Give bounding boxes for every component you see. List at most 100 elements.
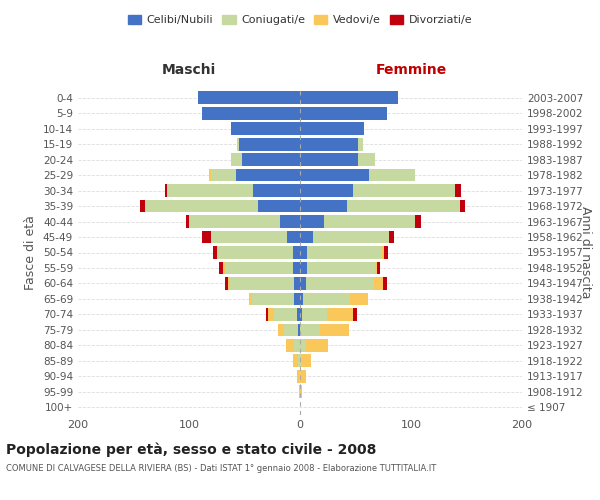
Bar <box>218 246 293 259</box>
Bar <box>300 92 398 104</box>
Bar <box>300 292 304 306</box>
Bar <box>268 308 274 321</box>
Bar <box>167 184 253 197</box>
Bar <box>164 184 167 197</box>
Bar <box>305 339 328 351</box>
Bar <box>313 230 389 243</box>
Bar <box>382 246 385 259</box>
Bar <box>353 184 455 197</box>
Y-axis label: Anni di nascita: Anni di nascita <box>579 206 592 298</box>
Bar <box>376 262 377 274</box>
Bar <box>358 154 376 166</box>
Bar <box>211 169 236 181</box>
Bar <box>307 262 376 274</box>
Bar <box>300 308 302 321</box>
Bar <box>353 308 356 321</box>
Bar <box>304 292 350 306</box>
Bar <box>296 308 300 321</box>
Bar <box>242 154 300 166</box>
Text: Popolazione per età, sesso e stato civile - 2008: Popolazione per età, sesso e stato civil… <box>6 442 376 457</box>
Bar <box>249 292 252 306</box>
Bar <box>374 277 383 290</box>
Bar <box>202 230 211 243</box>
Bar <box>298 354 300 367</box>
Bar <box>389 230 394 243</box>
Bar <box>299 370 300 382</box>
Bar <box>266 308 268 321</box>
Bar <box>253 184 300 197</box>
Bar <box>239 138 300 150</box>
Bar <box>280 215 300 228</box>
Bar <box>302 354 311 367</box>
Text: COMUNE DI CALVAGESE DELLA RIVIERA (BS) - Dati ISTAT 1° gennaio 2008 - Elaborazio: COMUNE DI CALVAGESE DELLA RIVIERA (BS) -… <box>6 464 436 473</box>
Bar <box>185 215 189 228</box>
Bar <box>293 354 298 367</box>
Bar <box>287 230 300 243</box>
Bar <box>300 122 364 135</box>
Bar <box>284 324 298 336</box>
Bar <box>228 277 230 290</box>
Bar <box>300 262 307 274</box>
Bar <box>298 324 300 336</box>
Bar <box>230 277 295 290</box>
Bar <box>300 107 386 120</box>
Bar <box>198 92 300 104</box>
Bar <box>217 246 218 259</box>
Text: Maschi: Maschi <box>162 64 216 78</box>
Bar <box>383 277 386 290</box>
Bar <box>385 246 388 259</box>
Bar <box>214 246 217 259</box>
Bar <box>350 292 368 306</box>
Bar <box>231 154 242 166</box>
Bar <box>295 339 300 351</box>
Bar <box>258 200 300 212</box>
Bar <box>202 107 300 120</box>
Bar <box>236 169 300 181</box>
Legend: Celibi/Nubili, Coniugati/e, Vedovi/e, Divorziati/e: Celibi/Nubili, Coniugati/e, Vedovi/e, Di… <box>124 10 476 30</box>
Bar <box>300 246 307 259</box>
Bar <box>325 215 415 228</box>
Y-axis label: Fasce di età: Fasce di età <box>25 215 37 290</box>
Bar <box>223 262 224 274</box>
Bar <box>211 230 287 243</box>
Text: Femmine: Femmine <box>376 64 446 78</box>
Bar <box>460 200 466 212</box>
Bar <box>300 324 320 336</box>
Bar <box>299 386 300 398</box>
Bar <box>300 184 353 197</box>
Bar <box>300 339 305 351</box>
Bar <box>296 370 299 382</box>
Bar <box>300 154 358 166</box>
Bar <box>300 277 305 290</box>
Bar <box>145 200 258 212</box>
Bar <box>295 292 300 306</box>
Bar <box>278 324 284 336</box>
Bar <box>209 169 211 181</box>
Bar <box>219 262 223 274</box>
Bar <box>293 262 300 274</box>
Bar <box>286 339 295 351</box>
Bar <box>224 262 293 274</box>
Bar <box>274 308 296 321</box>
Bar <box>293 246 300 259</box>
Bar <box>252 292 295 306</box>
Bar <box>415 215 421 228</box>
Bar <box>326 308 353 321</box>
Bar <box>377 262 380 274</box>
Bar <box>231 122 300 135</box>
Bar <box>300 370 305 382</box>
Bar <box>320 324 349 336</box>
Bar <box>300 215 325 228</box>
Bar <box>300 169 369 181</box>
Bar <box>140 200 145 212</box>
Bar <box>305 277 374 290</box>
Bar <box>302 308 326 321</box>
Bar <box>300 386 302 398</box>
Bar <box>300 354 302 367</box>
Bar <box>455 184 461 197</box>
Bar <box>358 138 363 150</box>
Bar <box>295 277 300 290</box>
Bar <box>300 138 358 150</box>
Bar <box>300 200 347 212</box>
Bar <box>189 215 280 228</box>
